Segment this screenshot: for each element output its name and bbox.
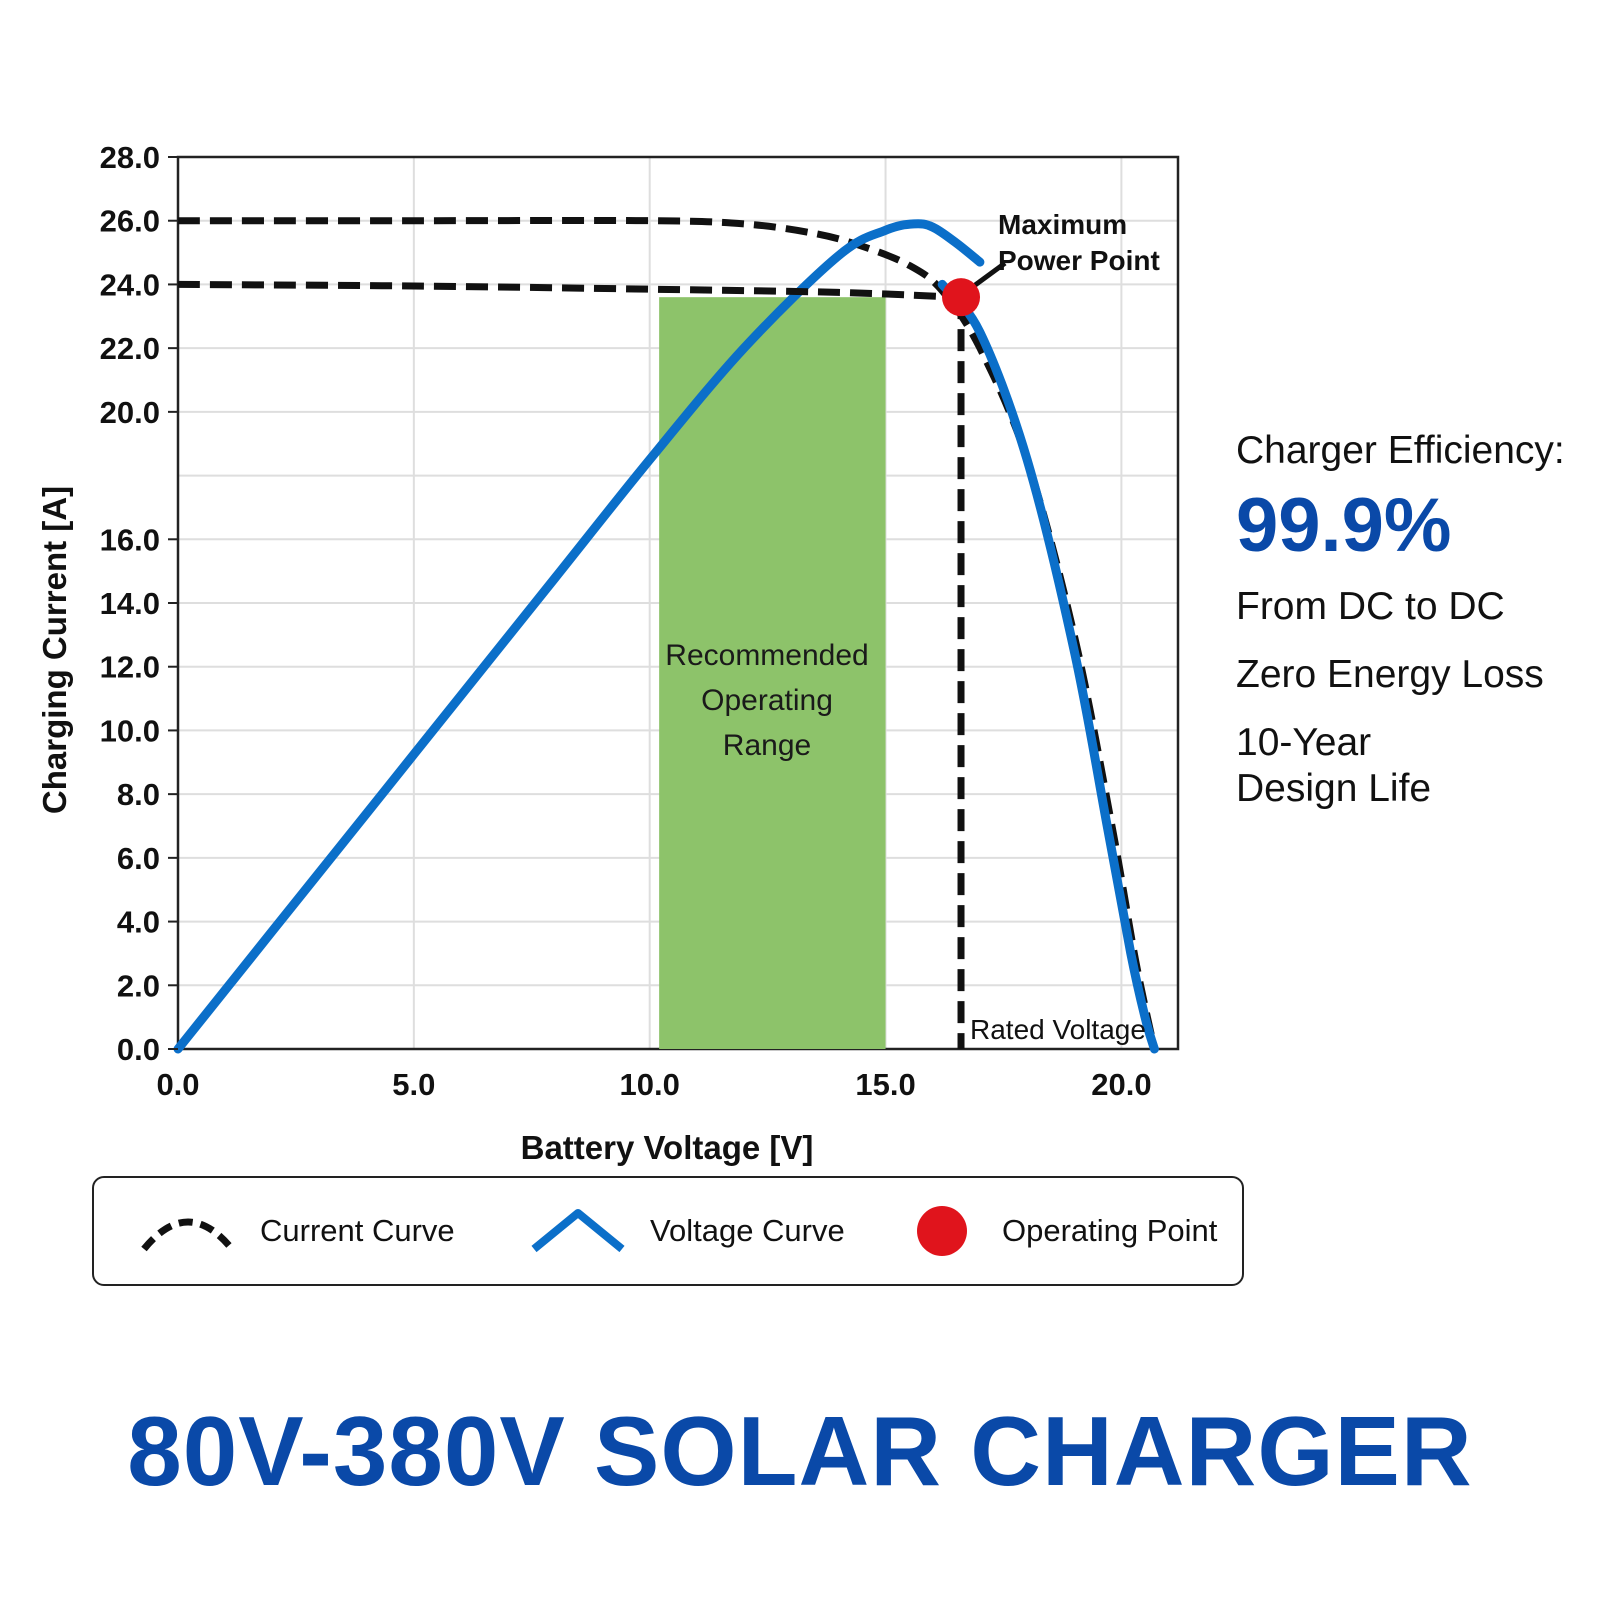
recommended-range-rect: [659, 297, 886, 1050]
solid-peak-icon: [531, 1209, 625, 1253]
feature-design-life-line2: Design Life: [1236, 767, 1432, 811]
efficiency-value: 99.9%: [1236, 483, 1452, 569]
voltage-curve-descent: [937, 279, 1159, 1054]
y-tick-label: 22.0: [100, 331, 160, 366]
curves: [173, 216, 1159, 1054]
rated-voltage-label: Rated Voltage: [970, 1014, 1146, 1045]
legend-item-operating-point: Operating Point: [912, 1178, 1217, 1284]
chart: 28.0 26.0 24.0 22.0 20.0 16.0 14.0 12.0 10.0 8.0 6…: [36, 140, 1180, 1166]
legend-item-current: Current Curve: [138, 1178, 455, 1284]
y-tick-label: 10.0: [100, 713, 160, 748]
feature-design-life-line1: 10-Year: [1236, 721, 1372, 765]
x-tick-label: 20.0: [1091, 1067, 1151, 1102]
legend-label-operating-point: Operating Point: [1002, 1213, 1218, 1248]
reference-line-24a: [177, 280, 957, 301]
feature-dc-to-dc: From DC to DC: [1236, 585, 1505, 629]
y-tick-label: 24.0: [100, 267, 160, 302]
x-tick-label: 10.0: [620, 1067, 680, 1102]
red-dot-icon: [917, 1206, 967, 1256]
mpp-leader-line: [973, 261, 1007, 288]
y-tick-label: 6.0: [117, 841, 160, 876]
efficiency-panel: Charger Efficiency: 99.9% From DC to DC …: [1236, 428, 1586, 812]
range-label-line3: Range: [723, 729, 811, 762]
current-curve: [177, 216, 1158, 1050]
voltage-curve: [173, 219, 985, 1054]
range-label-line2: Operating: [701, 684, 833, 717]
y-tick-label: 14.0: [100, 586, 160, 621]
legend-item-voltage: Voltage Curve: [528, 1178, 845, 1284]
y-tick-label: 12.0: [100, 650, 160, 685]
y-tick-label: 8.0: [117, 777, 160, 812]
y-tick-label: 16.0: [100, 522, 160, 557]
legend: Current Curve Voltage Curve Operating Po…: [92, 1176, 1244, 1286]
y-tick-label: 26.0: [100, 204, 160, 239]
y-tick-label: 2.0: [117, 968, 160, 1003]
x-tick-label: 15.0: [855, 1067, 915, 1102]
x-tick-label: 0.0: [156, 1067, 199, 1102]
x-tick-label: 5.0: [392, 1067, 435, 1102]
mpp-label-line2: Power Point: [998, 245, 1160, 276]
y-tick-label: 4.0: [117, 905, 160, 940]
y-tick-label: 20.0: [100, 395, 160, 430]
dashed-peak-icon: [141, 1218, 235, 1252]
recommended-range-area: [659, 297, 886, 1050]
operating-point: [942, 278, 981, 317]
y-axis-title: Charging Current [A]: [36, 486, 73, 814]
legend-label-current: Current Curve: [260, 1213, 455, 1248]
mpp-label-line1: Maximum: [998, 209, 1127, 240]
efficiency-label: Charger Efficiency:: [1236, 429, 1565, 472]
axis-ticks: 28.0 26.0 24.0 22.0 20.0 16.0 14.0 12.0 10.0 8.0 6…: [100, 140, 1152, 1102]
legend-label-voltage: Voltage Curve: [650, 1213, 845, 1248]
y-tick-label: 28.0: [100, 140, 160, 175]
page-title: 80V-380V SOLAR CHARGER: [127, 1396, 1473, 1506]
x-axis-title: Battery Voltage [V]: [521, 1129, 814, 1166]
y-tick-label: 0.0: [117, 1032, 160, 1067]
feature-zero-loss: Zero Energy Loss: [1236, 653, 1544, 697]
annotations: Recommended Operating Range Maximum Powe…: [665, 209, 1160, 1045]
range-label-line1: Recommended: [665, 639, 868, 672]
